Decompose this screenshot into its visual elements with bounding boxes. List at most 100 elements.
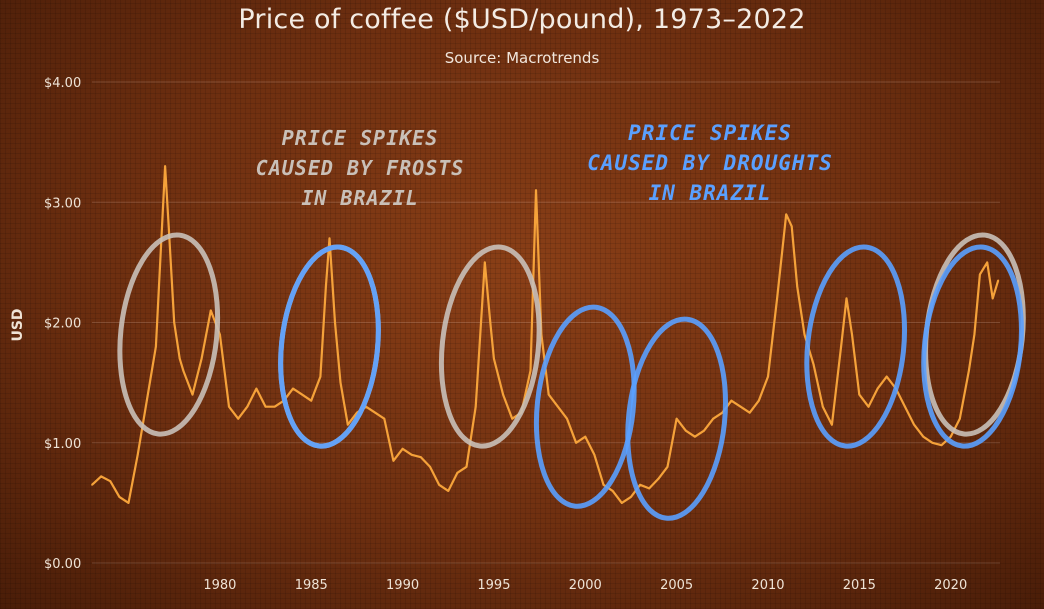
series-layer (91, 165, 1000, 504)
data-point (790, 225, 793, 228)
data-point (620, 501, 623, 504)
data-point (136, 453, 139, 456)
data-point (246, 405, 249, 408)
annotation-1-line-0: PRICE SPIKES (628, 121, 792, 145)
grid (92, 81, 1000, 564)
data-point (502, 393, 504, 396)
data-point (657, 477, 660, 480)
data-point (867, 405, 870, 408)
data-point (419, 456, 422, 459)
data-point (776, 297, 779, 300)
data-point (666, 465, 669, 468)
data-point (529, 369, 532, 372)
data-point (703, 429, 705, 432)
x-axis-ticks: 1980 1985 1990 1995 2000 2005 2010 2015 2020 (203, 578, 967, 593)
data-point (465, 465, 468, 468)
data-point (593, 453, 596, 456)
data-point (812, 363, 815, 366)
x-tick-label-4: 2000 (569, 578, 602, 593)
data-point (556, 405, 559, 408)
y-tick-label-2: $2.00 (44, 317, 81, 332)
data-point (840, 345, 842, 348)
data-point (851, 333, 853, 336)
data-point (648, 487, 651, 490)
y-axis-ticks: $0.00 $1.00 $2.00 $3.00 $4.00 (44, 76, 81, 572)
data-point (885, 375, 888, 378)
data-point (675, 417, 678, 420)
data-point (739, 405, 742, 408)
y-tick-label-1: $1.00 (44, 437, 81, 452)
drought-circle-1 (533, 304, 637, 509)
data-point (511, 417, 514, 420)
data-point (821, 405, 824, 408)
data-point (493, 357, 495, 360)
data-point (931, 441, 934, 444)
drought-circle-0 (278, 244, 381, 449)
data-point (319, 375, 322, 378)
data-point (949, 435, 952, 438)
data-point (757, 399, 760, 402)
data-point (845, 297, 848, 300)
data-point (785, 213, 788, 216)
data-point (164, 165, 166, 168)
data-point (973, 333, 976, 336)
annotation-0-line-2: IN BRAZIL (301, 186, 418, 210)
chart-subtitle: Source: Macrotrends (444, 49, 600, 67)
x-tick-label-1: 1985 (295, 578, 328, 593)
data-point (334, 321, 336, 324)
data-point (237, 417, 240, 420)
data-point (904, 405, 906, 408)
data-point (145, 399, 148, 402)
data-point (483, 261, 486, 264)
data-point (392, 459, 395, 462)
drought-circle-2 (625, 316, 728, 521)
data-point (374, 411, 377, 414)
data-point (191, 393, 194, 396)
drought-circle-4 (921, 244, 1024, 449)
data-point (447, 489, 450, 492)
data-point (968, 369, 970, 372)
data-point (456, 471, 459, 474)
annotation-0-line-1: CAUSED BY FROSTS (256, 156, 465, 180)
data-point (858, 393, 861, 396)
data-point (630, 495, 632, 498)
data-point (182, 369, 185, 372)
annotation-1-line-1: CAUSED BY DROUGHTS (587, 151, 833, 175)
data-point (209, 309, 212, 312)
data-point (767, 375, 769, 378)
x-tick-label-8: 2020 (934, 578, 967, 593)
data-point (109, 480, 112, 483)
series-line-0 (91, 165, 1000, 504)
frost-circle-0 (117, 232, 221, 437)
x-tick-label-7: 2015 (843, 578, 876, 593)
data-point (547, 393, 550, 396)
data-point (997, 279, 1000, 282)
data-point (310, 399, 313, 402)
data-point (913, 423, 916, 426)
data-point (575, 441, 578, 444)
x-tick-label-3: 1995 (477, 578, 510, 593)
data-point (831, 423, 833, 426)
frost-circle-2 (438, 244, 542, 449)
data-point (346, 423, 349, 426)
y-tick-label-4: $4.00 (44, 76, 81, 91)
data-point (301, 393, 304, 396)
data-point (639, 483, 641, 486)
data-point (410, 453, 413, 456)
data-point (255, 387, 258, 390)
y-tick-label-3: $3.00 (44, 196, 81, 211)
data-point (383, 417, 386, 420)
x-tick-label-2: 1990 (386, 578, 419, 593)
data-point (796, 285, 799, 288)
data-point (684, 429, 687, 432)
drought-circle-3 (804, 244, 908, 449)
data-point (584, 435, 587, 438)
data-point (803, 333, 806, 336)
annotation-circles (117, 232, 1026, 521)
data-point (429, 465, 431, 468)
data-point (264, 405, 267, 408)
data-point (979, 273, 981, 276)
data-point (328, 237, 331, 240)
data-point (730, 399, 733, 402)
